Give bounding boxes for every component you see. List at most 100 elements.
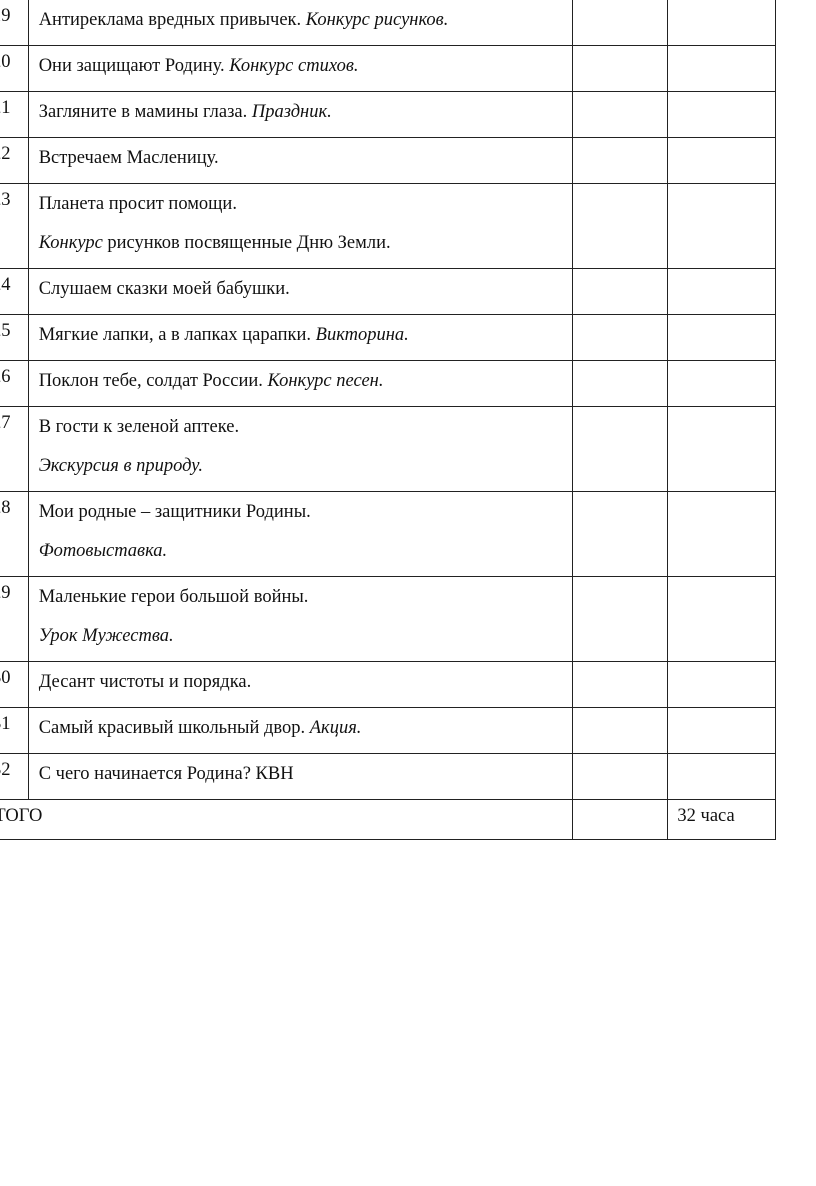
empty-cell bbox=[667, 314, 776, 361]
empty-cell bbox=[572, 753, 669, 800]
total-hours: 32 часа bbox=[667, 799, 776, 840]
table-row: 29 Маленькие герои большой войны. Урок Муж… bbox=[0, 576, 776, 662]
row-number: 22 bbox=[0, 137, 29, 184]
empty-cell bbox=[667, 661, 776, 708]
text-segment: Планета просит помощи. bbox=[38, 194, 237, 214]
table-row: 32 С чего начинается Родина? КВН bbox=[0, 753, 776, 800]
table-row: 24 Слушаем сказки моей бабушки. bbox=[0, 268, 776, 315]
activity: Поклон тебе, солдат России. Конкурс песе… bbox=[27, 360, 574, 407]
text-segment: Мягкие лапки, а в лапках царапки. bbox=[38, 325, 316, 345]
text-segment: Они защищают Родину. bbox=[38, 56, 230, 76]
row-number: 32 bbox=[0, 753, 29, 800]
row-number: 20 bbox=[0, 45, 29, 92]
activity: Антиреклама вредных привычек. Конкурс ри… bbox=[27, 0, 574, 46]
empty-cell bbox=[667, 183, 776, 269]
activity: Загляните в мамины глаза. Праздник. bbox=[27, 91, 574, 138]
text-line: Планета просит помощи. bbox=[38, 190, 572, 229]
empty-cell bbox=[572, 406, 669, 492]
activity: Самый красивый школьный двор. Акция. bbox=[27, 707, 574, 754]
empty-cell bbox=[667, 753, 776, 800]
text-line: Встречаем Масленицу. bbox=[38, 144, 572, 183]
text-segment: Конкурс песен. bbox=[267, 371, 384, 391]
text-segment: Поклон тебе, солдат России. bbox=[38, 371, 268, 391]
empty-cell bbox=[667, 268, 776, 315]
text-segment: Экскурсия в природу. bbox=[38, 456, 203, 476]
activity: Планета просит помощи. Конкурс рисунков п… bbox=[27, 183, 574, 269]
empty-cell bbox=[572, 491, 669, 577]
activity: Слушаем сказки моей бабушки. bbox=[27, 268, 574, 315]
row-number: 29 bbox=[0, 576, 29, 662]
text-segment: Конкурс рисунков. bbox=[305, 10, 449, 30]
activity: Мягкие лапки, а в лапках царапки. Виктор… bbox=[27, 314, 574, 361]
text-segment: Конкурс bbox=[38, 233, 103, 253]
empty-cell bbox=[572, 45, 669, 92]
text-line: Маленькие герои большой войны. bbox=[38, 583, 572, 622]
empty-cell bbox=[667, 45, 776, 92]
total-label: ИТОГО bbox=[0, 799, 574, 840]
empty-cell bbox=[572, 360, 669, 407]
table-row: 20 Они защищают Родину. Конкурс стихов. bbox=[0, 45, 776, 92]
activity: Десант чистоты и порядка. bbox=[27, 661, 574, 708]
empty-cell bbox=[572, 91, 669, 138]
text-segment: Встречаем Масленицу. bbox=[38, 148, 219, 168]
text-line: С чего начинается Родина? КВН bbox=[38, 760, 572, 799]
table-row: 28 Мои родные – защитники Родины. Фотовыст… bbox=[0, 491, 776, 577]
text-segment: Фотовыставка. bbox=[38, 541, 168, 561]
table-row: 25Мягкие лапки, а в лапках царапки. Викт… bbox=[0, 314, 776, 361]
text-line: Десант чистоты и порядка. bbox=[39, 668, 572, 707]
text-line: Экскурсия в природу. bbox=[38, 452, 572, 491]
empty-cell bbox=[667, 576, 776, 662]
text-segment: Маленькие герои большой войны. bbox=[38, 587, 309, 607]
text-line: В гости к зеленой аптеке. bbox=[38, 413, 572, 452]
text-segment: С чего начинается Родина? КВН bbox=[38, 764, 294, 784]
table-row: 26Поклон тебе, солдат России. Конкурс пе… bbox=[0, 360, 776, 407]
row-number: 19 bbox=[0, 0, 29, 46]
total-row: ИТОГО 32 часа bbox=[0, 799, 776, 840]
text-segment: рисунков посвященные Дню Земли. bbox=[102, 233, 391, 253]
table-row: 27 В гости к зеленой аптеке. Экскурсия в п… bbox=[0, 406, 776, 492]
text-segment: Мои родные – защитники Родины. bbox=[38, 502, 311, 522]
row-number: 25 bbox=[0, 314, 29, 361]
empty-cell bbox=[667, 137, 776, 184]
text-segment: Праздник. bbox=[251, 102, 332, 122]
row-number: 24 bbox=[0, 268, 29, 315]
row-number: 28 bbox=[0, 491, 29, 577]
activity: Встречаем Масленицу. bbox=[27, 137, 574, 184]
row-number: 27 bbox=[0, 406, 29, 492]
empty-cell bbox=[572, 707, 669, 754]
text-segment: Урок Мужества. bbox=[38, 626, 174, 646]
empty-cell bbox=[572, 268, 669, 315]
text-segment: В гости к зеленой аптеке. bbox=[38, 417, 240, 437]
empty-cell bbox=[572, 799, 669, 840]
activity: С чего начинается Родина? КВН bbox=[27, 753, 574, 800]
text-line: Фотовыставка. bbox=[38, 537, 572, 576]
text-segment: Антиреклама вредных привычек. bbox=[38, 10, 306, 30]
text-segment: Загляните в мамины глаза. bbox=[38, 102, 252, 122]
empty-cell bbox=[572, 661, 669, 708]
row-number: 31 bbox=[0, 707, 29, 754]
row-number: 30 bbox=[0, 661, 29, 708]
text-segment: Самый красивый школьный двор. bbox=[38, 718, 310, 738]
empty-cell bbox=[667, 406, 776, 492]
empty-cell bbox=[572, 183, 669, 269]
empty-cell bbox=[572, 314, 669, 361]
table-row: 30 Десант чистоты и порядка. bbox=[0, 661, 776, 708]
empty-cell bbox=[572, 576, 669, 662]
text-line: Самый красивый школьный двор. Акция. bbox=[38, 714, 572, 753]
row-number: 21 bbox=[0, 91, 29, 138]
row-number: 26 bbox=[0, 360, 29, 407]
text-segment: Конкурс стихов. bbox=[229, 56, 359, 76]
table-row: 22 Встречаем Масленицу. bbox=[0, 137, 776, 184]
text-line: Конкурс рисунков посвященные Дню Земли. bbox=[38, 229, 572, 268]
table-row: 31Самый красивый школьный двор. Акция. bbox=[0, 707, 776, 754]
text-line: Урок Мужества. bbox=[38, 622, 572, 661]
empty-cell bbox=[667, 91, 776, 138]
text-line: Поклон тебе, солдат России. Конкурс песе… bbox=[38, 367, 572, 406]
text-line: Загляните в мамины глаза. Праздник. bbox=[38, 98, 572, 137]
text-segment: Слушаем сказки моей бабушки. bbox=[38, 279, 290, 299]
row-number: 23 bbox=[0, 183, 29, 269]
text-line: Мягкие лапки, а в лапках царапки. Виктор… bbox=[38, 321, 572, 360]
activity: Маленькие герои большой войны. Урок Мужес… bbox=[27, 576, 574, 662]
text-line: Антиреклама вредных привычек. Конкурс ри… bbox=[38, 6, 572, 45]
